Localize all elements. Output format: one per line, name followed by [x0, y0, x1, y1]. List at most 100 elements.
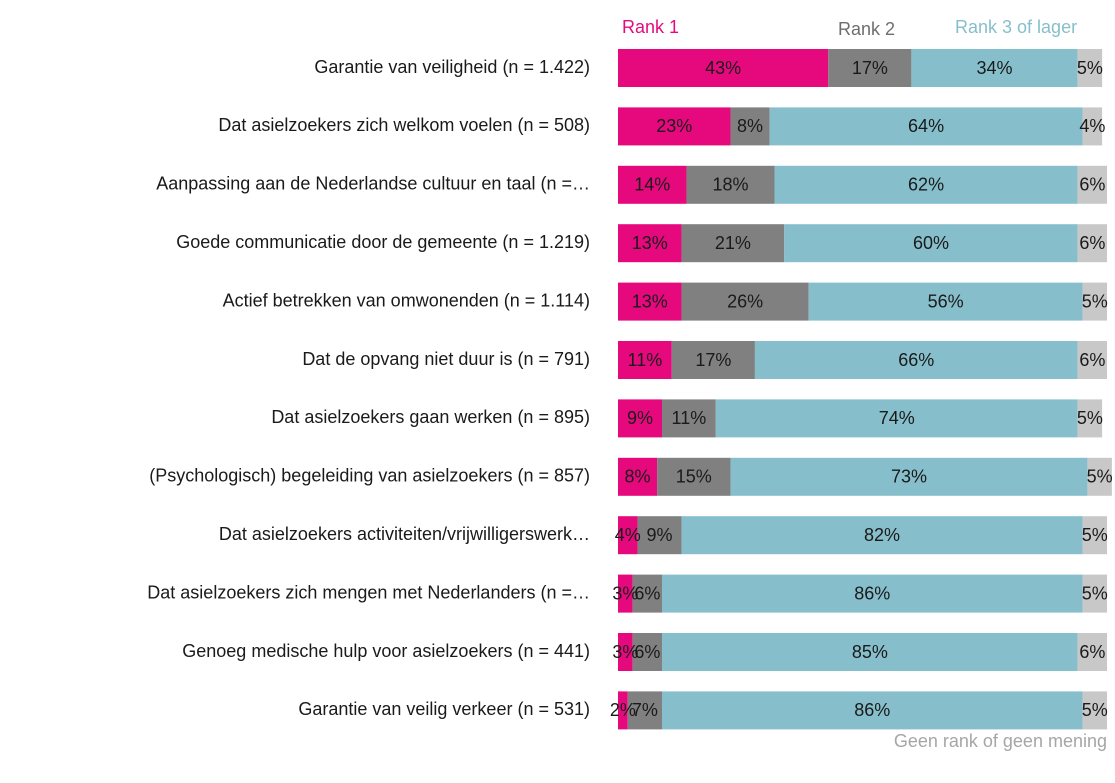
value-label: 60%	[913, 233, 949, 253]
value-label: 13%	[632, 233, 668, 253]
category-label: Garantie van veiligheid (n = 1.422)	[314, 57, 590, 77]
value-label: 14%	[634, 175, 670, 195]
bar-segment	[769, 107, 1083, 146]
bar-segment	[1077, 224, 1107, 263]
value-label: 62%	[908, 175, 944, 195]
bar-segment	[681, 282, 809, 321]
bar-segment	[632, 633, 663, 671]
bar-segment	[618, 282, 682, 321]
bar-segment	[662, 691, 1083, 730]
value-label: 13%	[632, 291, 668, 311]
bar-segment	[618, 574, 633, 613]
value-label: 6%	[634, 642, 660, 662]
value-label: 74%	[879, 408, 915, 428]
value-label: 85%	[852, 642, 888, 662]
bar-segment	[662, 574, 1083, 613]
bar-segment	[627, 691, 663, 730]
bar-segment	[715, 399, 1078, 438]
bar-segment	[911, 49, 1078, 87]
category-label: Dat asielzoekers activiteiten/vrijwillig…	[219, 524, 590, 544]
bar-segment	[618, 224, 682, 263]
bar-segment	[1077, 165, 1107, 204]
legend-label: Rank 3 of lager	[955, 17, 1078, 37]
value-label: 3%	[612, 642, 638, 662]
category-label: Genoeg medische hulp voor asielzoekers (…	[182, 641, 590, 661]
value-label: 8%	[737, 116, 763, 136]
value-label: 73%	[891, 467, 927, 487]
bar-segment	[618, 457, 658, 496]
bar-segment	[1077, 49, 1103, 87]
bar-segment	[662, 633, 1078, 671]
bar-segment	[618, 516, 638, 555]
value-label: 5%	[1082, 525, 1108, 545]
bar-segment	[1077, 399, 1103, 438]
bar-segment	[808, 282, 1083, 321]
bar-segment	[618, 341, 672, 379]
value-label: 34%	[977, 58, 1013, 78]
value-label: 23%	[656, 116, 692, 136]
bar-segment	[686, 165, 775, 204]
value-label: 82%	[864, 525, 900, 545]
bar-segment	[618, 633, 633, 671]
category-label: Goede communicatie door de gemeente (n =…	[176, 232, 590, 252]
value-label: 18%	[712, 175, 748, 195]
value-label: 6%	[1079, 233, 1105, 253]
bar-segment	[730, 107, 770, 146]
category-label: (Psychologisch) begeleiding van asielzoe…	[149, 466, 590, 486]
bar-segment	[632, 574, 663, 613]
bar-segment	[681, 516, 1083, 555]
bar-segment	[637, 516, 682, 555]
bar-segment	[1082, 107, 1103, 146]
category-label: Dat de opvang niet duur is (n = 791)	[302, 349, 590, 369]
value-label: 11%	[628, 350, 663, 370]
category-label: Dat asielzoekers zich welkom voelen (n =…	[218, 115, 590, 135]
value-label: 6%	[1079, 642, 1105, 662]
bar-segment	[1077, 341, 1107, 379]
bar-segment	[774, 165, 1078, 204]
bar-segment	[1082, 691, 1107, 730]
category-label: Dat asielzoekers gaan werken (n = 895)	[271, 407, 590, 427]
value-label: 15%	[676, 467, 712, 487]
legend-label: Geen rank of geen mening	[893, 731, 1107, 751]
value-label: 3%	[612, 583, 638, 603]
value-label: 5%	[1087, 467, 1113, 487]
value-label: 17%	[695, 350, 731, 370]
value-label: 86%	[854, 583, 890, 603]
bar-segment	[681, 224, 785, 263]
bar-segment	[730, 457, 1088, 496]
bar-segment	[1082, 282, 1107, 321]
bar-segment	[754, 341, 1078, 379]
value-label: 5%	[1077, 408, 1103, 428]
value-label: 2%	[610, 700, 636, 720]
value-label: 5%	[1082, 291, 1108, 311]
value-label: 6%	[1079, 350, 1105, 370]
value-label: 21%	[715, 233, 751, 253]
value-label: 26%	[727, 291, 763, 311]
bar-segment	[671, 341, 755, 379]
value-label: 5%	[1077, 58, 1103, 78]
value-label: 66%	[898, 350, 934, 370]
bar-segment	[1082, 574, 1107, 613]
value-label: 9%	[627, 408, 653, 428]
value-label: 11%	[672, 408, 707, 428]
value-label: 5%	[1082, 583, 1108, 603]
bar-segment	[618, 691, 628, 730]
bar-segment	[784, 224, 1078, 263]
bar-segment	[618, 399, 663, 438]
value-label: 6%	[1079, 175, 1105, 195]
value-label: 4%	[615, 525, 641, 545]
value-label: 5%	[1082, 700, 1108, 720]
bar-segment	[1082, 516, 1107, 555]
legend-label: Rank 1	[622, 17, 680, 37]
category-label: Actief betrekken van omwonenden (n = 1.1…	[223, 290, 590, 310]
value-label: 4%	[1079, 116, 1105, 136]
bar-segment	[618, 107, 731, 146]
bar-segment	[1087, 457, 1112, 496]
value-label: 6%	[634, 583, 660, 603]
legend-label: Rank 2	[838, 19, 896, 39]
bar-segment	[657, 457, 731, 496]
category-label: Aanpassing aan de Nederlandse cultuur en…	[156, 174, 590, 194]
bar-segment	[1077, 633, 1107, 671]
